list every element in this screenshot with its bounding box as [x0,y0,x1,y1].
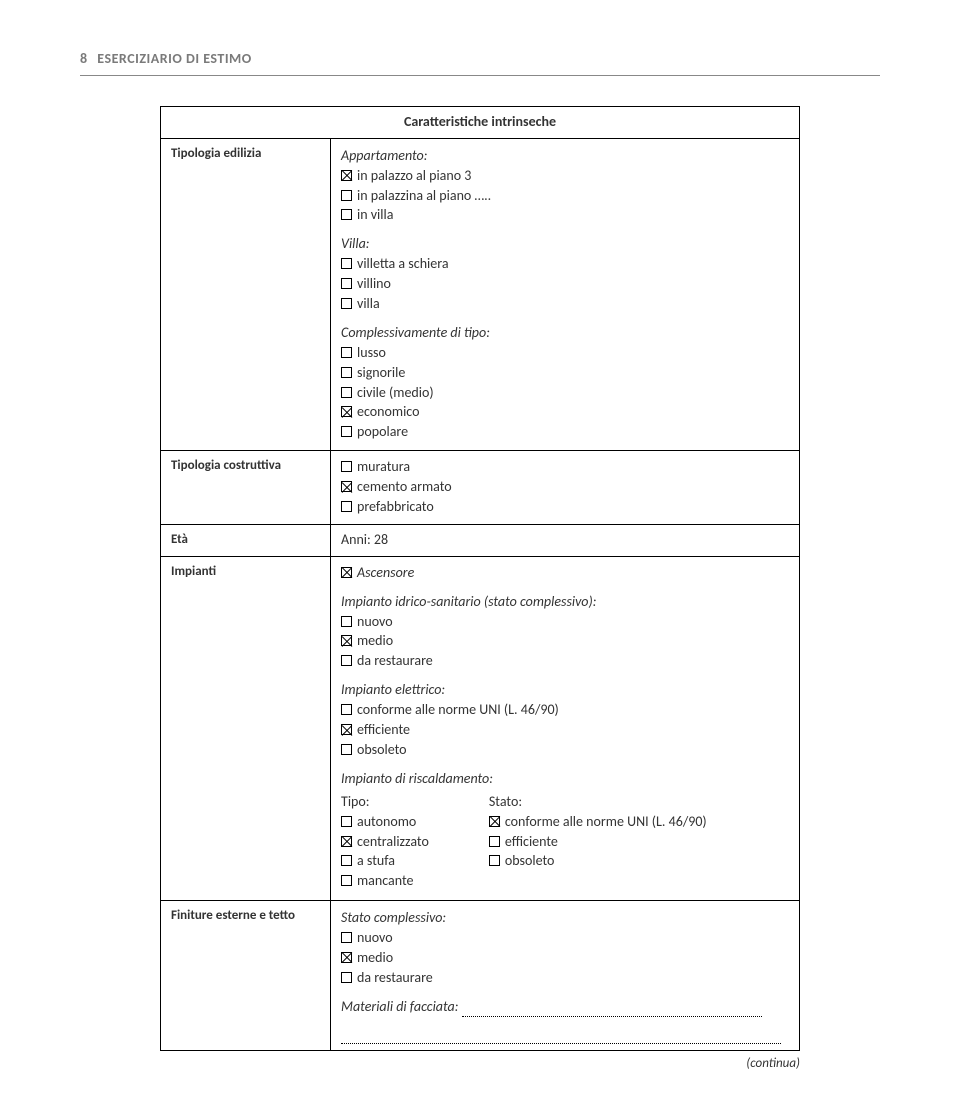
cell-tipologia-edilizia: Appartamento: in palazzo al piano 3 in p… [331,138,800,450]
opt-label: autonomo [357,813,416,830]
opt-label: popolare [357,423,408,440]
checkbox[interactable] [341,190,352,201]
checkbox[interactable] [341,655,352,666]
label-tipologia-costruttiva: Tipologia costruttiva [161,451,331,525]
checkbox[interactable] [341,635,352,646]
dotted-fill [341,1031,781,1044]
opt-label: a stufa [357,852,395,869]
checkbox[interactable] [341,952,352,963]
opt-label: signorile [357,364,405,381]
checkbox[interactable] [341,816,352,827]
checkbox[interactable] [341,704,352,715]
tipo-label: Tipo: [341,793,429,812]
checkbox[interactable] [341,616,352,627]
opt-label: nuovo [357,929,393,946]
cell-finiture: Stato complessivo: nuovo medio da restau… [331,901,800,1050]
opt-label: obsoleto [357,741,407,758]
characteristics-table: Caratteristiche intrinseche Tipologia ed… [160,106,800,1051]
heading-appartamento: Appartamento: [341,147,789,166]
opt-label: villa [357,295,380,312]
row-eta: Età Anni: 28 [161,524,800,556]
opt-label: da restaurare [357,652,433,669]
opt-label: in palazzina al piano ….. [357,187,491,204]
checkbox[interactable] [341,170,352,181]
checkbox[interactable] [341,744,352,755]
opt-label: in villa [357,206,393,223]
cell-impianti: Ascensore Impianto idrico-sanitario (sta… [331,556,800,900]
checkbox[interactable] [341,387,352,398]
opt-label: in palazzo al piano 3 [357,167,471,184]
opt-label: villetta a schiera [357,255,449,272]
stato-label: Stato: [489,793,707,812]
materiali-line: Materiali di facciata: [341,998,789,1017]
opt-label: da restaurare [357,969,433,986]
opt-label: medio [357,949,393,966]
checkbox[interactable] [341,481,352,492]
materiali-label: Materiali di facciata: [341,998,462,1015]
col-tipo: Tipo: autonomo centralizzato a stufa man… [341,793,429,892]
heading-elettrico: Impianto elettrico: [341,681,789,700]
row-finiture: Finiture esterne e tetto Stato complessi… [161,901,800,1050]
checkbox[interactable] [341,875,352,886]
row-impianti: Impianti Ascensore Impianto idrico-sanit… [161,556,800,900]
checkbox[interactable] [341,501,352,512]
checkbox[interactable] [341,406,352,417]
label-eta: Età [161,524,331,556]
checkbox[interactable] [489,855,500,866]
checkbox[interactable] [341,855,352,866]
checkbox[interactable] [341,972,352,983]
checkbox[interactable] [489,816,500,827]
page-title: ESERCIZIARIO DI ESTIMO [97,50,251,67]
checkbox[interactable] [341,567,352,578]
cell-eta: Anni: 28 [331,524,800,556]
page-header: 8 ESERCIZIARIO DI ESTIMO [80,50,880,76]
checkbox[interactable] [341,209,352,220]
opt-label: conforme alle norme UNI (L. 46/90) [357,701,559,718]
opt-label: lusso [357,344,386,361]
heading-villa: Villa: [341,235,789,254]
opt-label: conforme alle norme UNI (L. 46/90) [505,813,707,830]
col-stato: Stato: conforme alle norme UNI (L. 46/90… [489,793,707,892]
checkbox[interactable] [341,724,352,735]
opt-label: villino [357,275,391,292]
checkbox[interactable] [341,426,352,437]
opt-label: prefabbricato [357,498,434,515]
opt-label: civile (medio) [357,384,434,401]
label-tipologia-edilizia: Tipologia edilizia [161,138,331,450]
heading-stato-finiture: Stato complessivo: [341,909,789,928]
opt-label: efficiente [357,721,410,738]
checkbox[interactable] [341,367,352,378]
opt-label: cemento armato [357,478,452,495]
label-impianti: Impianti [161,556,331,900]
checkbox[interactable] [341,258,352,269]
label-finiture: Finiture esterne e tetto [161,901,331,1050]
opt-label: nuovo [357,613,393,630]
row-tipologia-edilizia: Tipologia edilizia Appartamento: in pala… [161,138,800,450]
checkbox[interactable] [341,932,352,943]
row-tipologia-costruttiva: Tipologia costruttiva muratura cemento a… [161,451,800,525]
table-title: Caratteristiche intrinseche [161,106,800,138]
page: 8 ESERCIZIARIO DI ESTIMO Caratteristiche… [0,0,960,1112]
opt-label: economico [357,403,419,420]
heading-complessivo: Complessivamente di tipo: [341,324,789,343]
opt-label: efficiente [505,833,558,850]
continua-label: (continua) [160,1055,800,1073]
cell-tipologia-costruttiva: muratura cemento armato prefabbricato [331,451,800,525]
checkbox[interactable] [341,836,352,847]
heading-riscaldamento: Impianto di riscaldamento: [341,770,789,789]
opt-label: centralizzato [357,833,429,850]
opt-label: obsoleto [505,852,555,869]
opt-label: Ascensore [357,564,414,581]
page-number: 8 [80,50,88,67]
opt-label: mancante [357,872,414,889]
opt-label: muratura [357,458,410,475]
checkbox[interactable] [489,836,500,847]
heading-idrico: Impianto idrico-sanitario (stato comples… [341,593,789,612]
checkbox[interactable] [341,347,352,358]
dotted-fill [462,1004,762,1017]
checkbox[interactable] [341,278,352,289]
checkbox[interactable] [341,298,352,309]
opt-label: medio [357,632,393,649]
checkbox[interactable] [341,461,352,472]
